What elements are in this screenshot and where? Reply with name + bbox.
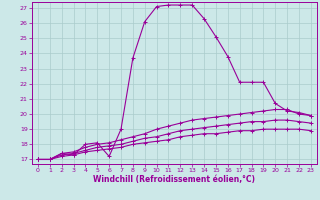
X-axis label: Windchill (Refroidissement éolien,°C): Windchill (Refroidissement éolien,°C): [93, 175, 255, 184]
